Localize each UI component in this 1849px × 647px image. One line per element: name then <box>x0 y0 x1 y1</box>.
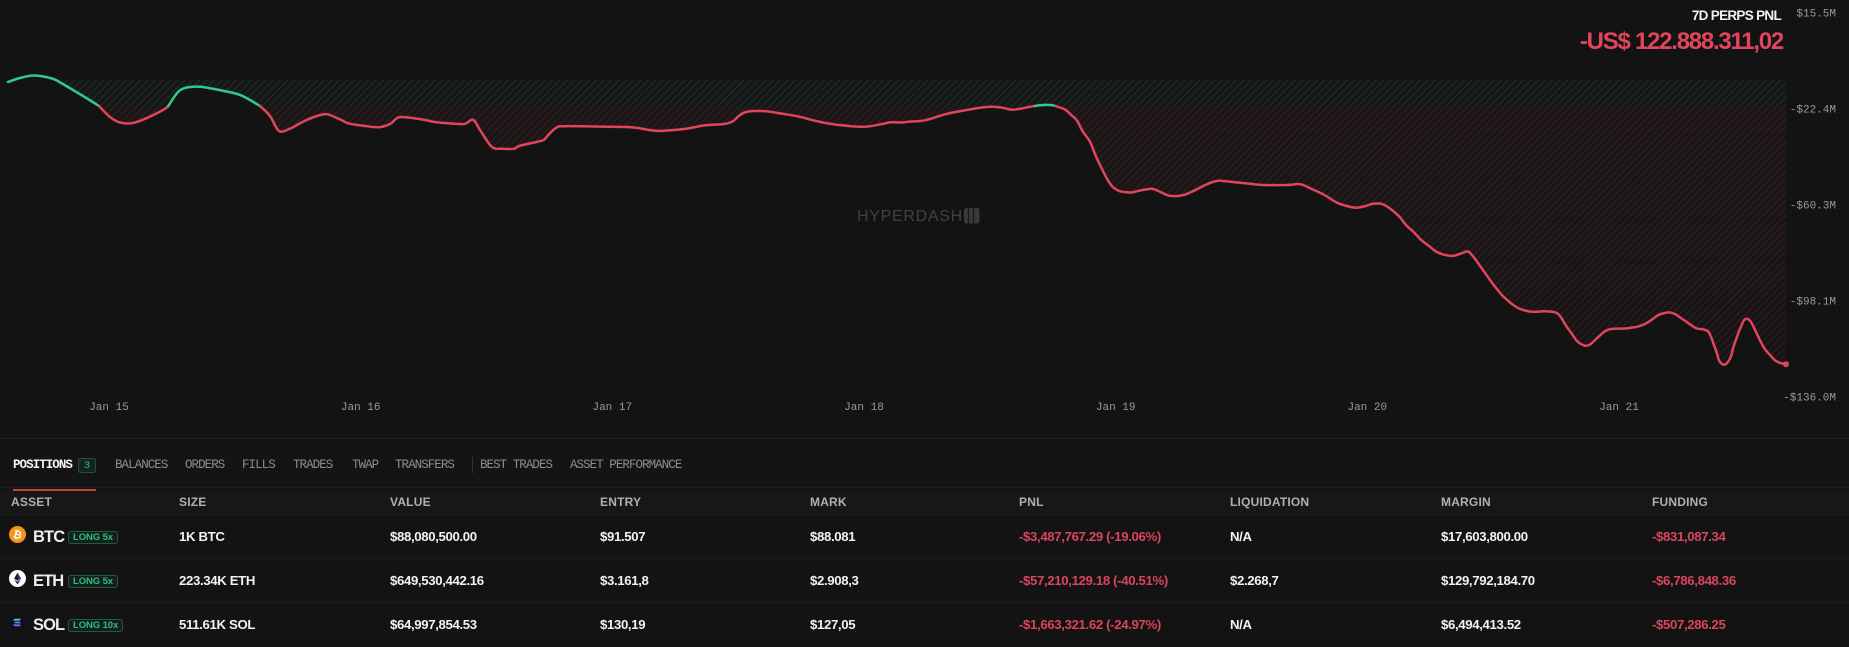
svg-text:Jan 17: Jan 17 <box>592 402 632 414</box>
svg-text:-$22.4M: -$22.4M <box>1790 105 1836 117</box>
svg-text:Jan 15: Jan 15 <box>89 402 129 414</box>
svg-text:-$136.0M: -$136.0M <box>1783 393 1836 405</box>
svg-text:HYPERDASH: HYPERDASH <box>857 208 963 225</box>
svg-text:₿: ₿ <box>12 528 23 542</box>
svg-text:Jan 20: Jan 20 <box>1347 402 1387 414</box>
svg-text:Jan 18: Jan 18 <box>844 402 884 414</box>
svg-text:-$60.3M: -$60.3M <box>1790 201 1836 213</box>
svg-text:Jan 19: Jan 19 <box>1096 402 1136 414</box>
svg-text:$15.5M: $15.5M <box>1796 9 1836 21</box>
svg-text:Jan 21: Jan 21 <box>1599 402 1639 414</box>
svg-text:-$98.1M: -$98.1M <box>1790 297 1836 309</box>
svg-text:Jan 16: Jan 16 <box>341 402 381 414</box>
